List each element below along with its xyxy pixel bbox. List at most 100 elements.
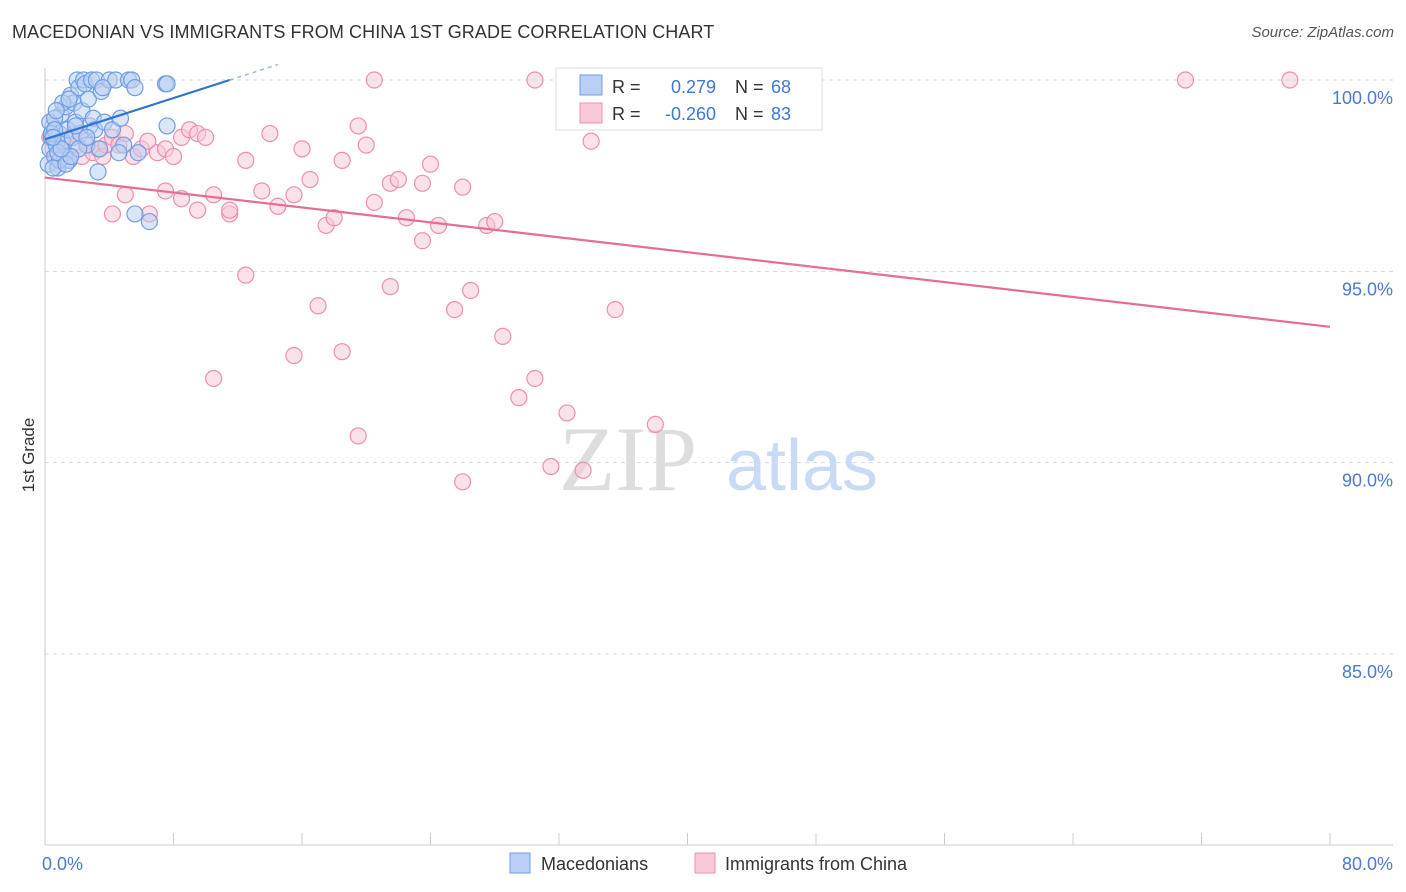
point-1-42	[333, 151, 351, 169]
point-1-66	[381, 278, 399, 296]
point-0-57	[110, 144, 128, 162]
point-1-29	[116, 186, 134, 204]
point-1-79	[582, 132, 600, 150]
trend-line-1	[44, 176, 1331, 328]
point-1-62	[285, 346, 303, 365]
point-0-63	[158, 117, 176, 135]
watermark: ZIP atlas	[559, 408, 878, 510]
legend-r-label-2: R =	[612, 104, 641, 124]
x-tick-label-1: 80.0%	[1342, 854, 1393, 874]
point-0-42	[94, 79, 112, 97]
point-1-57	[574, 461, 592, 479]
point-1-43	[349, 117, 367, 135]
trend-lines	[44, 63, 1331, 328]
point-1-37	[253, 182, 271, 200]
point-1-47	[413, 174, 432, 192]
point-1-48	[429, 216, 448, 235]
x-tick-label-0: 0.0%	[42, 854, 83, 874]
point-1-81	[1281, 71, 1299, 89]
point-1-63	[309, 297, 327, 315]
legend-label-macedonians: Macedonians	[541, 854, 648, 874]
legend-r-value-2: -0.260	[665, 104, 716, 124]
legend-swatch-china	[694, 852, 716, 874]
point-1-52	[494, 327, 512, 345]
point-1-70	[221, 201, 239, 219]
y-tick-label-1: 95.0%	[1342, 279, 1393, 299]
point-0-60	[126, 205, 144, 223]
point-1-58	[606, 301, 624, 319]
series-0	[39, 71, 176, 231]
point-1-46	[397, 209, 416, 227]
point-0-41	[126, 79, 144, 97]
trend-extension-0	[229, 63, 279, 81]
point-0-49	[60, 90, 78, 108]
point-0-31	[89, 163, 107, 181]
y-tick-label-0: 100.0%	[1332, 88, 1393, 108]
point-1-54	[526, 369, 544, 388]
point-1-56	[558, 404, 576, 422]
point-1-72	[293, 140, 311, 158]
point-1-44	[365, 193, 383, 212]
chart-title: MACEDONIAN VS IMMIGRANTS FROM CHINA 1ST …	[12, 22, 715, 42]
legend-n-label-2: N =	[735, 104, 764, 124]
y-axis-title: 1st Grade	[19, 418, 38, 493]
legend-swatch-pink	[579, 102, 603, 124]
point-1-71	[261, 124, 279, 143]
point-1-59	[646, 415, 664, 433]
point-1-80	[1176, 71, 1195, 89]
point-0-59	[140, 212, 159, 231]
point-1-64	[333, 343, 351, 361]
legend-r-label-1: R =	[612, 77, 641, 97]
y-tick-label-2: 90.0%	[1342, 471, 1393, 491]
point-1-28	[103, 205, 122, 223]
point-0-58	[129, 144, 147, 162]
legend-r-value-1: 0.279	[671, 77, 716, 97]
point-1-36	[237, 151, 255, 169]
legend-swatch-blue	[579, 74, 603, 96]
point-1-61	[237, 266, 255, 284]
point-1-49	[445, 301, 464, 319]
point-1-40	[301, 170, 319, 189]
x-ticks: 0.0% 80.0%	[42, 833, 1393, 874]
source-credit: Source: ZipAtlas.com	[1251, 24, 1394, 41]
stats-legend: R = 0.279 N = 68 R = -0.260 N = 83	[555, 67, 823, 131]
point-1-75	[389, 170, 407, 189]
point-0-25	[79, 90, 97, 108]
point-0-56	[91, 140, 109, 158]
trend-line-0	[44, 78, 231, 141]
point-1-65	[349, 427, 367, 445]
point-1-68	[454, 473, 472, 491]
point-0-55	[78, 128, 96, 146]
point-0-66	[47, 102, 65, 120]
legend-n-label-1: N =	[735, 77, 764, 97]
point-1-39	[285, 186, 303, 204]
point-1-77	[454, 178, 472, 196]
point-1-82	[365, 71, 383, 89]
point-1-73	[325, 209, 343, 227]
legend-swatch-macedonians	[509, 852, 531, 874]
point-1-76	[421, 155, 440, 173]
watermark-zip: ZIP	[559, 408, 697, 510]
legend-n-value-1: 68	[771, 77, 791, 97]
point-1-53	[510, 389, 528, 407]
series-legend: Macedonians Immigrants from China	[509, 852, 908, 874]
point-1-50	[462, 281, 480, 300]
y-tick-label-3: 85.0%	[1342, 662, 1393, 682]
point-1-34	[205, 186, 223, 204]
legend-n-value-2: 83	[771, 104, 791, 124]
point-1-60	[205, 369, 223, 388]
point-1-74	[357, 136, 375, 154]
point-1-78	[486, 212, 504, 231]
y-tick-labels: 100.0% 95.0% 90.0% 85.0%	[1332, 88, 1393, 682]
legend-label-china: Immigrants from China	[725, 854, 908, 874]
watermark-atlas: atlas	[726, 426, 878, 506]
point-1-67	[413, 232, 432, 250]
point-1-23	[164, 147, 183, 166]
point-0-62	[158, 75, 176, 93]
point-1-27	[197, 128, 215, 146]
point-1-55	[542, 457, 560, 476]
point-1-33	[188, 201, 207, 219]
point-1-20	[139, 132, 157, 150]
point-1-69	[526, 71, 544, 89]
